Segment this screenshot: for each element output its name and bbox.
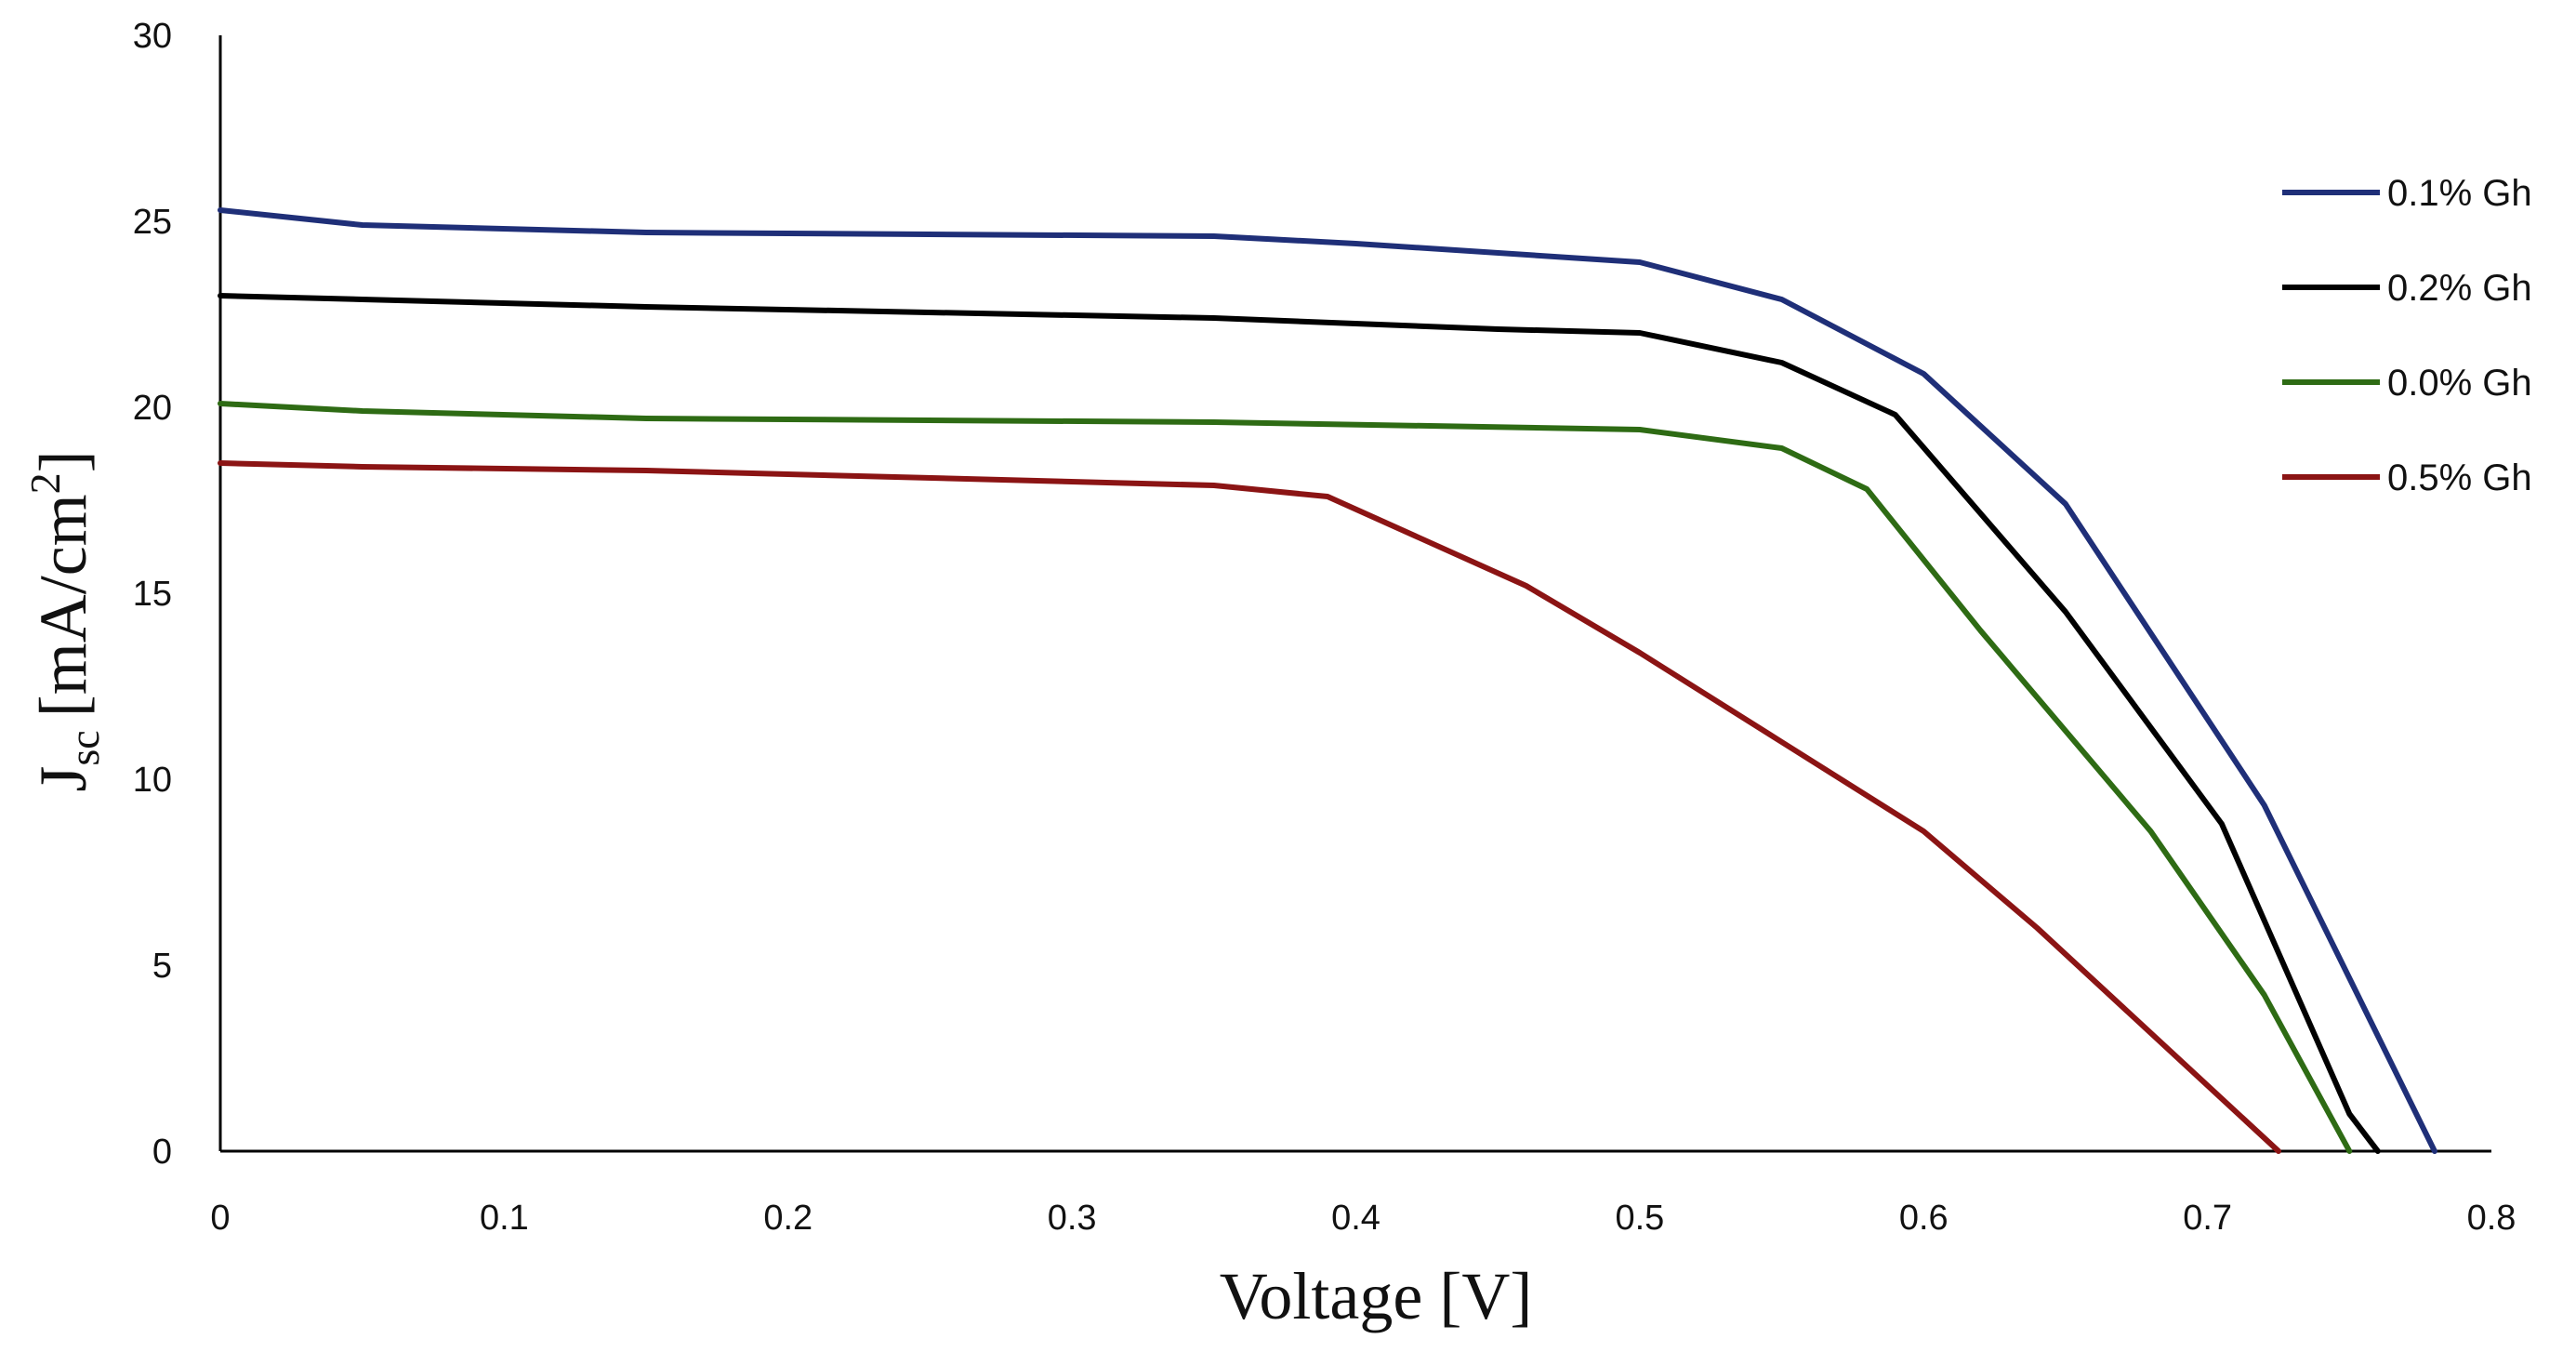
y-tick-label: 5	[152, 947, 172, 986]
x-axis-title: Voltage [V]	[1220, 1259, 1533, 1333]
y-axis-title-superscript: 2	[21, 472, 69, 494]
y-axis-title: Jsc [mA/cm2]	[21, 450, 108, 791]
legend-label: 0.1% Gh	[2387, 173, 2532, 214]
x-tick-label: 0.5	[1615, 1199, 1664, 1238]
x-tick-label: 0.4	[1331, 1199, 1380, 1238]
legend: 0.1% Gh 0.2% Gh 0.0% Gh 0.5% Gh	[2282, 173, 2532, 498]
x-tick-label: 0	[210, 1199, 230, 1238]
series-line	[218, 207, 2437, 1154]
y-axis-title-units: [mA/cm	[26, 494, 100, 717]
x-tick-label: 0.2	[763, 1199, 812, 1238]
series-line	[218, 401, 2353, 1154]
svg-text:Jsc[mA/cm2]: Jsc [mA/cm2]	[21, 450, 108, 791]
x-tick-label: 0.8	[2467, 1199, 2517, 1238]
y-axis-title-subscript: sc	[60, 730, 108, 765]
y-ticks: 0 5 10 15 20 25 30	[133, 17, 172, 1172]
legend-label: 0.2% Gh	[2387, 268, 2532, 309]
y-tick-label: 15	[133, 575, 172, 614]
legend-label: 0.0% Gh	[2387, 363, 2532, 404]
y-tick-label: 0	[152, 1133, 172, 1172]
y-tick-label: 30	[133, 17, 172, 56]
y-axis-title-main: J	[26, 766, 100, 792]
x-tick-label: 0.1	[480, 1199, 529, 1238]
series-line	[218, 460, 2281, 1154]
y-axis-title-close: ]	[26, 450, 100, 472]
y-tick-label: 10	[133, 761, 172, 800]
legend-label: 0.5% Gh	[2387, 457, 2532, 498]
x-ticks: 0 0.1 0.2 0.3 0.4 0.5 0.6 0.7 0.8	[210, 1199, 2516, 1238]
y-tick-label: 25	[133, 203, 172, 242]
y-tick-label: 20	[133, 389, 172, 428]
axes	[218, 35, 2491, 1153]
x-tick-label: 0.3	[1048, 1199, 1097, 1238]
x-tick-label: 0.6	[1899, 1199, 1949, 1238]
x-tick-label: 0.7	[2183, 1199, 2232, 1238]
plot-lines	[218, 207, 2437, 1154]
series-line	[218, 293, 2381, 1154]
